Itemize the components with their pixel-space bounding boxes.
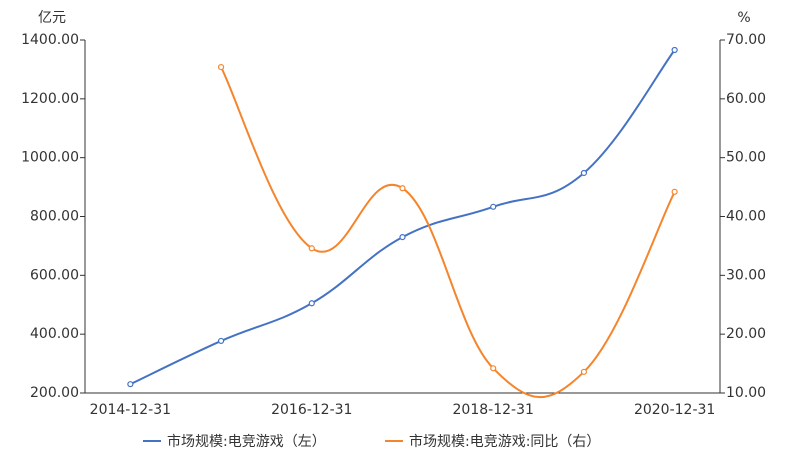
x-tick-label: 2018-12-31 [453,402,534,418]
y2-tick-label: 10.00 [726,385,766,401]
point [490,365,497,372]
y-tick-label: 400.00 [30,326,79,342]
y-tick-label: 600.00 [30,267,79,283]
point [399,233,406,241]
y-tick-label: 200.00 [30,385,79,401]
y2-tick-label: 30.00 [726,267,766,283]
x-tick-label: 2016-12-31 [271,402,352,418]
y2-axis-label: % [737,10,750,26]
point [399,185,406,192]
y-tick-label: 800.00 [30,209,79,225]
y-tick-label: 1200.00 [21,91,79,107]
x-tick-label: 2020-12-31 [634,402,715,418]
point [217,337,225,345]
legend-label: 市场规模:电竞游戏（左） [167,433,326,450]
legend-label: 市场规模:电竞游戏:同比（右） [409,433,600,450]
point [580,368,588,375]
point [580,169,588,177]
y2-tick-label: 60.00 [726,91,766,107]
y2-tick-label: 20.00 [726,326,766,342]
y-axis-label: 亿元 [38,10,66,26]
point [671,46,678,54]
y-tick-label: 1400.00 [21,32,79,48]
line [129,49,676,386]
point [127,381,134,388]
line [220,66,676,399]
point [490,203,497,210]
point [217,63,225,71]
x-tick-label: 2014-12-31 [90,402,171,418]
y2-tick-label: 40.00 [726,209,766,225]
point [308,245,315,252]
y2-tick-label: 70.00 [726,32,766,48]
point [308,300,315,307]
point [671,188,678,195]
y-tick-label: 1000.00 [21,150,79,166]
y2-tick-label: 50.00 [726,150,766,166]
